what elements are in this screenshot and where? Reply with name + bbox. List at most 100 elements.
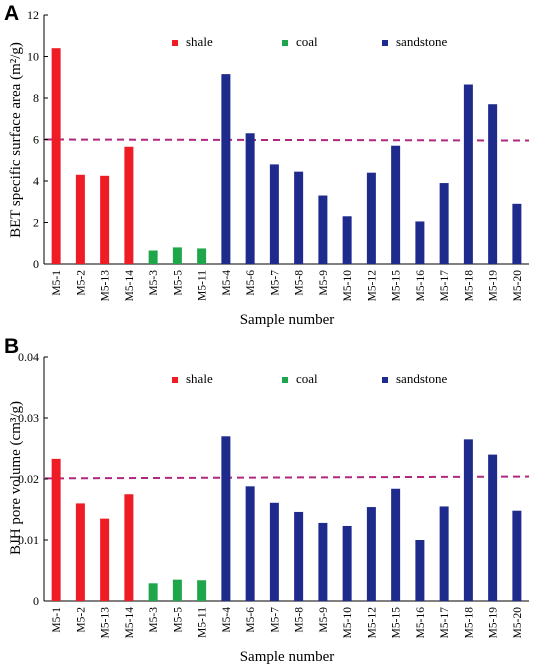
panel-b-legend-label-sandstone: sandstone [396,371,448,386]
panel-b-bar-m5-15 [391,488,401,601]
panel-b-bar-m5-10 [342,525,352,601]
panel-a-bar-m5-14 [124,146,134,264]
panel-b-y-ticks: 0 0.01 0.02 0.03 0.04 [18,350,48,608]
panel-b-bar-m5-6 [245,486,255,601]
panel-a-legend: shale coal sandstone [172,34,448,49]
panel-a-x-tick-label: M5-6 [245,270,257,296]
panel-b-x-tick-label: M5-6 [245,607,257,633]
panel-a-x-tick-label: M5-10 [342,270,354,302]
panel-a-bar-m5-10 [342,216,352,264]
panel-a-x-tick-label: M5-4 [221,270,233,296]
panel-a-chart: A BET specific surface area (m²/g) Sampl… [4,2,530,328]
panel-b-y-tick-label: 0.04 [18,350,39,364]
panel-b-legend-swatch-sandstone [382,377,388,383]
panel-a-bar-m5-1 [51,48,61,265]
panel-a-bar-m5-6 [245,133,255,264]
panel-b-x-tick-label: M5-16 [415,607,427,639]
panel-a-bar-m5-17 [439,183,449,264]
panel-a-bar-m5-12 [366,172,376,264]
panel-a-y-tick-label: 8 [33,91,39,105]
panel-b-bar-m5-3 [148,583,158,601]
panel-b-bar-m5-16 [415,540,425,601]
panel-a-reference-dashed-line [44,138,530,142]
panel-b-y-tick-label: 0.01 [18,533,39,547]
panel-b-bar-m5-19 [488,454,498,601]
panel-b-x-tick-label: M5-13 [100,607,112,639]
panel-b-x-tick-label: M5-19 [488,607,500,639]
panel-b-x-tick-label: M5-10 [342,607,354,639]
panel-b-x-tick-label: M5-2 [75,607,87,633]
panel-b-bar-m5-1 [51,458,61,601]
panel-b-x-tick-label: M5-9 [318,607,330,633]
panel-b-legend-swatch-shale [172,377,178,383]
panel-a-bars [51,48,522,265]
panel-a-x-tick-label: M5-16 [415,270,427,302]
panel-b-bar-m5-18 [463,439,473,601]
panel-b-x-tick-label: M5-5 [172,607,184,633]
panel-a-x-tick-label: M5-18 [463,270,475,302]
panel-a-x-tick-label: M5-9 [318,270,330,296]
panel-a-legend-label-coal: coal [296,34,318,49]
panel-b-bar-m5-4 [221,436,231,601]
panel-a-x-ticks: M5-1 M5-2 M5-13 M5-14 M5-3 M5-5 M5-11 M5-4 M5-6 M… [51,270,524,302]
panel-a-bar-m5-8 [294,171,304,264]
panel-a-legend-swatch-sandstone [382,40,388,46]
panel-b-bars [51,436,522,601]
panel-a-legend-swatch-coal [282,40,288,46]
panel-a-x-tick-label: M5-2 [75,270,87,296]
panel-a-legend-label-sandstone: sandstone [396,34,448,49]
panel-b-bar-m5-11 [197,580,207,601]
panel-a-letter: A [4,2,19,25]
panel-a-y-tick-label: 6 [33,133,39,147]
panel-a-y-ticks: 0 2 4 6 8 10 12 [27,8,48,271]
panel-b-reference-dashed-line [44,475,530,480]
panel-b-x-tick-label: M5-1 [51,607,63,633]
panel-a-x-tick-label: M5-1 [51,270,63,296]
panel-b-letter: B [4,335,19,358]
panel-a-x-tick-label: M5-7 [269,270,281,296]
panel-b-bar-m5-9 [318,522,328,601]
panel-a-bar-m5-16 [415,221,425,264]
panel-a-bar-m5-18 [463,84,473,264]
panel-a-x-tick-label: M5-5 [172,270,184,296]
panel-a-y-tick-label: 2 [33,216,39,230]
panel-a-bar-m5-11 [197,248,207,264]
panel-a-y-tick-label: 4 [33,174,39,188]
panel-a-x-tick-label: M5-15 [391,270,403,302]
panel-b-y-tick-label: 0.02 [18,472,39,486]
panel-a-bar-m5-15 [391,145,401,264]
panel-a-bar-m5-9 [318,195,328,264]
panel-a-x-tick-label: M5-3 [148,270,160,296]
panel-a-bar-m5-4 [221,74,231,264]
panel-a-x-tick-label: M5-17 [439,270,451,302]
panel-a-y-axis-title-text: BET specific surface area (m²/g) [8,42,24,238]
panel-a-x-tick-label: M5-11 [197,270,209,301]
panel-a-x-tick-label: M5-14 [124,270,136,302]
panel-b-bar-m5-12 [366,507,376,601]
panel-b-x-tick-label: M5-20 [512,607,524,639]
panel-b-bar-m5-7 [269,502,279,601]
panel-a-x-tick-label: M5-12 [366,270,378,302]
panel-b-x-tick-label: M5-14 [124,607,136,639]
panel-a-x-tick-label: M5-20 [512,270,524,302]
panel-a-bar-m5-5 [172,247,182,264]
panel-b-legend: shale coal sandstone [172,371,448,386]
panel-b-bar-m5-20 [512,510,522,601]
panel-a-bar-m5-20 [512,203,522,264]
panel-b-x-tick-label: M5-4 [221,607,233,633]
panel-a-x-axis-title: Sample number [240,312,335,328]
panel-b-x-tick-label: M5-18 [463,607,475,639]
panel-a-bar-m5-3 [148,250,158,264]
panel-b-bar-m5-13 [100,518,110,601]
panel-b-axes [43,357,529,602]
panel-b-y-tick-label: 0.03 [18,411,39,425]
panel-b-bar-m5-2 [75,503,85,601]
panel-b-x-ticks: M5-1 M5-2 M5-13 M5-14 M5-3 M5-5 M5-11 M5-4 M5-6 M… [51,607,524,639]
panel-b-y-axis-title: BJH pore volume (cm³/g) [8,401,24,555]
panel-a-bar-m5-13 [100,175,110,264]
panel-a-bar-m5-7 [269,164,279,264]
panel-a-bar-m5-2 [75,174,85,264]
panel-a-y-tick-label: 12 [27,8,39,22]
panel-b-x-tick-label: M5-3 [148,607,160,633]
